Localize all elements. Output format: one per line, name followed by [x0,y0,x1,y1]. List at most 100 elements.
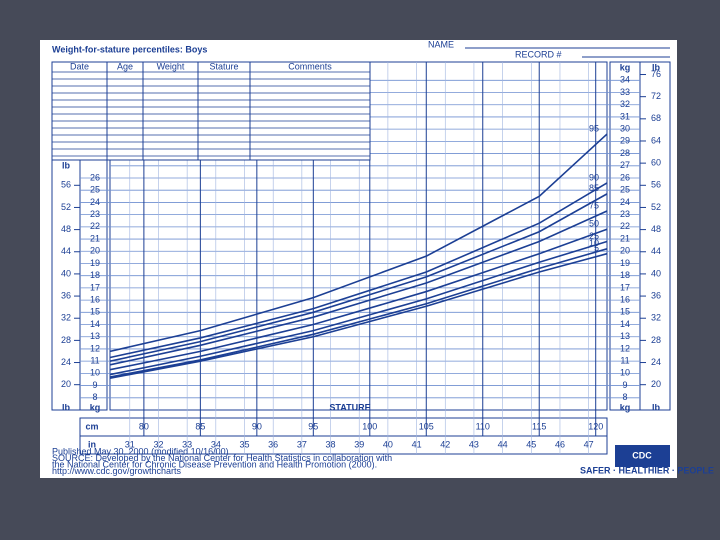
y-unit: kg [620,62,631,72]
x2-tick-label: 41 [412,439,422,449]
name-label: NAME [428,39,454,49]
y-tick-label: 11 [90,356,99,366]
x-tick-label: 115 [532,421,546,431]
record-table: Date Age Weight Stature Comments [51,61,371,161]
footer-line: the National Center for Chronic Disease … [52,459,377,469]
curve-label: 25 [589,231,599,241]
y-tick-label: 9 [92,380,97,390]
y-tick-label: 28 [620,148,630,158]
y2-unit: lb [62,160,71,170]
x2-tick-label: 42 [440,439,450,449]
y-tick-label: 15 [620,307,630,317]
y-tick-label: 13 [620,331,630,341]
table-header: Weight [157,61,185,71]
y-tick-label: 16 [620,294,630,304]
y2-unit: lb [62,402,71,412]
curve-label: 10 [589,238,599,248]
y2-tick-label: 32 [61,313,71,323]
footer-line: http://www.cdc.gov/growthcharts [52,466,182,476]
x2-tick-label: 35 [239,439,249,449]
footer-line: Published May 30, 2000 (modified 10/16/0… [52,446,231,456]
y-tick-label: 21 [620,233,630,243]
y-tick-label: 23 [620,209,630,219]
y2-tick-label: 40 [651,268,661,278]
y2-unit: lb [652,402,661,412]
y-tick-label: 26 [620,172,630,182]
x-tick-label: 120 [588,421,603,431]
x2-tick-label: 46 [555,439,565,449]
chart-title: Weight-for-stature percentiles: Boys [52,44,207,54]
curve-label: 85 [589,183,599,193]
y-unit: kg [620,402,631,412]
x-unit: cm [85,421,98,431]
y2-tick-label: 48 [651,224,661,234]
y-tick-label: 27 [620,160,630,170]
table-header: Age [117,61,133,71]
y2-tick-label: 24 [651,357,661,367]
y-tick-label: 11 [620,356,629,366]
table-frame [51,61,371,161]
y-tick-label: 15 [90,307,100,317]
y2-tick-label: 44 [61,246,71,256]
x2-tick-label: 37 [297,439,307,449]
percentile-curve [109,133,608,353]
x2-tick-label: 45 [526,439,536,449]
y2-tick-label: 20 [651,379,661,389]
y-tick-label: 16 [90,294,100,304]
y-tick-label: 9 [622,380,627,390]
y-tick-label: 10 [90,368,100,378]
x2-unit: in [88,439,96,449]
y-tick-label: 12 [620,343,630,353]
y-tick-label: 21 [90,233,100,243]
y-tick-label: 8 [622,392,627,402]
y-tick-label: 31 [620,111,630,121]
x2-tick-label: 39 [354,439,364,449]
y2-tick-label: 44 [651,246,661,256]
table-header: Comments [288,61,332,71]
x-tick-label: 100 [362,421,377,431]
axis-column [639,61,671,411]
x2-tick-label: 40 [383,439,393,449]
x2-tick-label: 32 [153,439,163,449]
percentile-curve [109,248,608,378]
x2-tick-label: 34 [211,439,221,449]
percentile-curve [109,228,608,371]
y-tick-label: 12 [90,343,100,353]
y2-tick-label: 56 [651,180,661,190]
x-tick-label: 85 [195,421,205,431]
x-tick-label: 105 [419,421,434,431]
y2-unit: lb [652,62,661,72]
curve-label: 95 [589,123,599,133]
y2-tick-label: 52 [61,202,71,212]
y-tick-label: 34 [620,75,630,85]
y-tick-label: 22 [620,221,630,231]
footer-line: SOURCE: Developed by the National Center… [52,453,392,463]
y-tick-label: 32 [620,99,630,109]
y-tick-label: 30 [620,124,630,134]
y2-tick-label: 76 [651,69,661,79]
y-tick-label: 24 [90,197,100,207]
y2-tick-label: 56 [61,180,71,190]
y-tick-label: 17 [620,282,630,292]
y-tick-label: 17 [90,282,100,292]
x-tick-label: 110 [476,421,490,431]
table-header: Stature [209,61,238,71]
y-unit: kg [90,402,101,412]
y2-tick-label: 32 [651,313,661,323]
y2-tick-label: 28 [61,335,71,345]
y-tick-label: 14 [620,319,630,329]
y-tick-label: 19 [620,258,630,268]
y2-tick-label: 40 [61,268,71,278]
y-tick-label: 20 [620,246,630,256]
percentile-curve [109,252,608,380]
curve-label: 90 [589,172,599,182]
y-tick-label: 20 [90,246,100,256]
logo-tagline: SAFER · HEALTHIER · PEOPLE [580,465,714,475]
y-tick-label: 19 [90,258,100,268]
x2-tick-label: 44 [498,439,508,449]
curve-label: 75 [589,200,599,210]
y-tick-label: 24 [620,197,630,207]
curve-label: 50 [589,219,599,229]
